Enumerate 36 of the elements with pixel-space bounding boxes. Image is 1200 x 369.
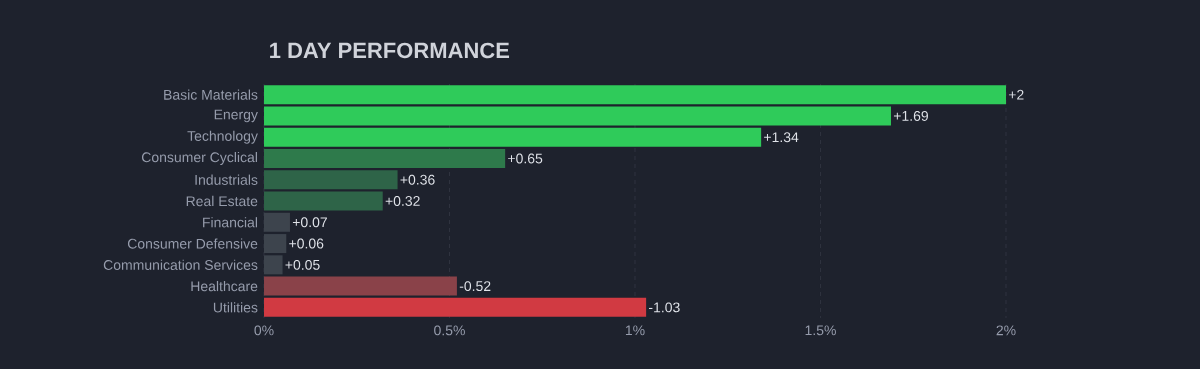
bar: [264, 148, 506, 168]
x-tick-label: 0.5%: [434, 325, 465, 336]
y-tick-label: Financial: [203, 217, 258, 228]
bar: [264, 170, 398, 190]
y-tick-label: Communication Services: [103, 259, 258, 270]
data-label: -1.03: [649, 302, 680, 313]
y-tick-label: Real Estate: [186, 195, 258, 207]
data-label: +0.36: [400, 174, 435, 185]
y-tick-label: Industrials: [195, 174, 258, 185]
y-tick-label: Technology: [187, 130, 258, 144]
y-tick-label: Consumer Cyclical: [141, 151, 257, 165]
data-label: +2: [1008, 89, 1024, 100]
bar: [264, 297, 647, 317]
data-label: +0.65: [508, 153, 543, 164]
x-tick-label: 2%: [996, 325, 1016, 336]
bar: [264, 106, 891, 126]
bar: [264, 127, 762, 147]
data-label: +0.05: [285, 259, 320, 270]
chart-title: 1 DAY PERFORMANCE: [270, 42, 510, 59]
y-tick-label: Healthcare: [191, 280, 258, 292]
x-tick-label: 1%: [625, 325, 645, 336]
y-tick-label: Energy: [214, 109, 258, 123]
y-tick-label: Consumer Defensive: [127, 238, 258, 249]
data-label: -0.52: [459, 281, 491, 292]
bar: [264, 276, 457, 296]
x-tick-label: 1.5%: [805, 325, 836, 336]
bar: [264, 85, 1006, 105]
y-tick-label: Utilities: [213, 302, 258, 313]
data-label: +0.07: [292, 217, 327, 228]
y-tick-label: Basic Materials: [164, 89, 258, 100]
x-tick-label: 0%: [254, 325, 274, 336]
bar: [264, 191, 383, 211]
data-label: +0.06: [289, 238, 324, 249]
data-label: +1.69: [893, 110, 928, 121]
data-label: +1.34: [764, 132, 799, 143]
data-label: +0.32: [385, 196, 420, 206]
